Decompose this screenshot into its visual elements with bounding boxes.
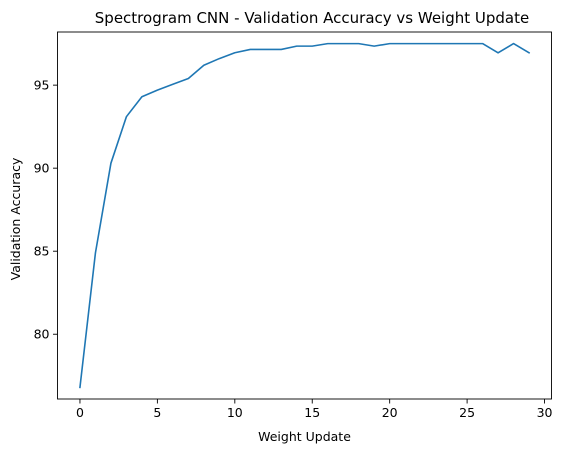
axes-frame <box>57 31 552 400</box>
y-tick-label-80: 80 <box>34 327 50 342</box>
x-tick-label-20: 20 <box>382 405 398 420</box>
y-tick-label-95: 95 <box>34 78 50 93</box>
x-tick-label-0: 0 <box>76 405 84 420</box>
plot-area: 0 5 10 15 20 25 30 80 85 90 95 <box>34 31 553 420</box>
y-axis-label: Validation Accuracy <box>8 157 23 280</box>
x-axis-label: Weight Update <box>258 429 351 444</box>
chart-title: Spectrogram CNN - Validation Accuracy vs… <box>95 9 529 27</box>
x-tick-label-15: 15 <box>304 405 320 420</box>
x-tick-label-30: 30 <box>537 405 553 420</box>
y-tick-label-85: 85 <box>34 244 50 259</box>
series-line-0 <box>79 42 531 389</box>
x-tick-label-10: 10 <box>227 405 243 420</box>
x-tick-label-25: 25 <box>459 405 475 420</box>
x-tick-label-5: 5 <box>153 405 161 420</box>
y-tick-label-90: 90 <box>34 161 50 176</box>
